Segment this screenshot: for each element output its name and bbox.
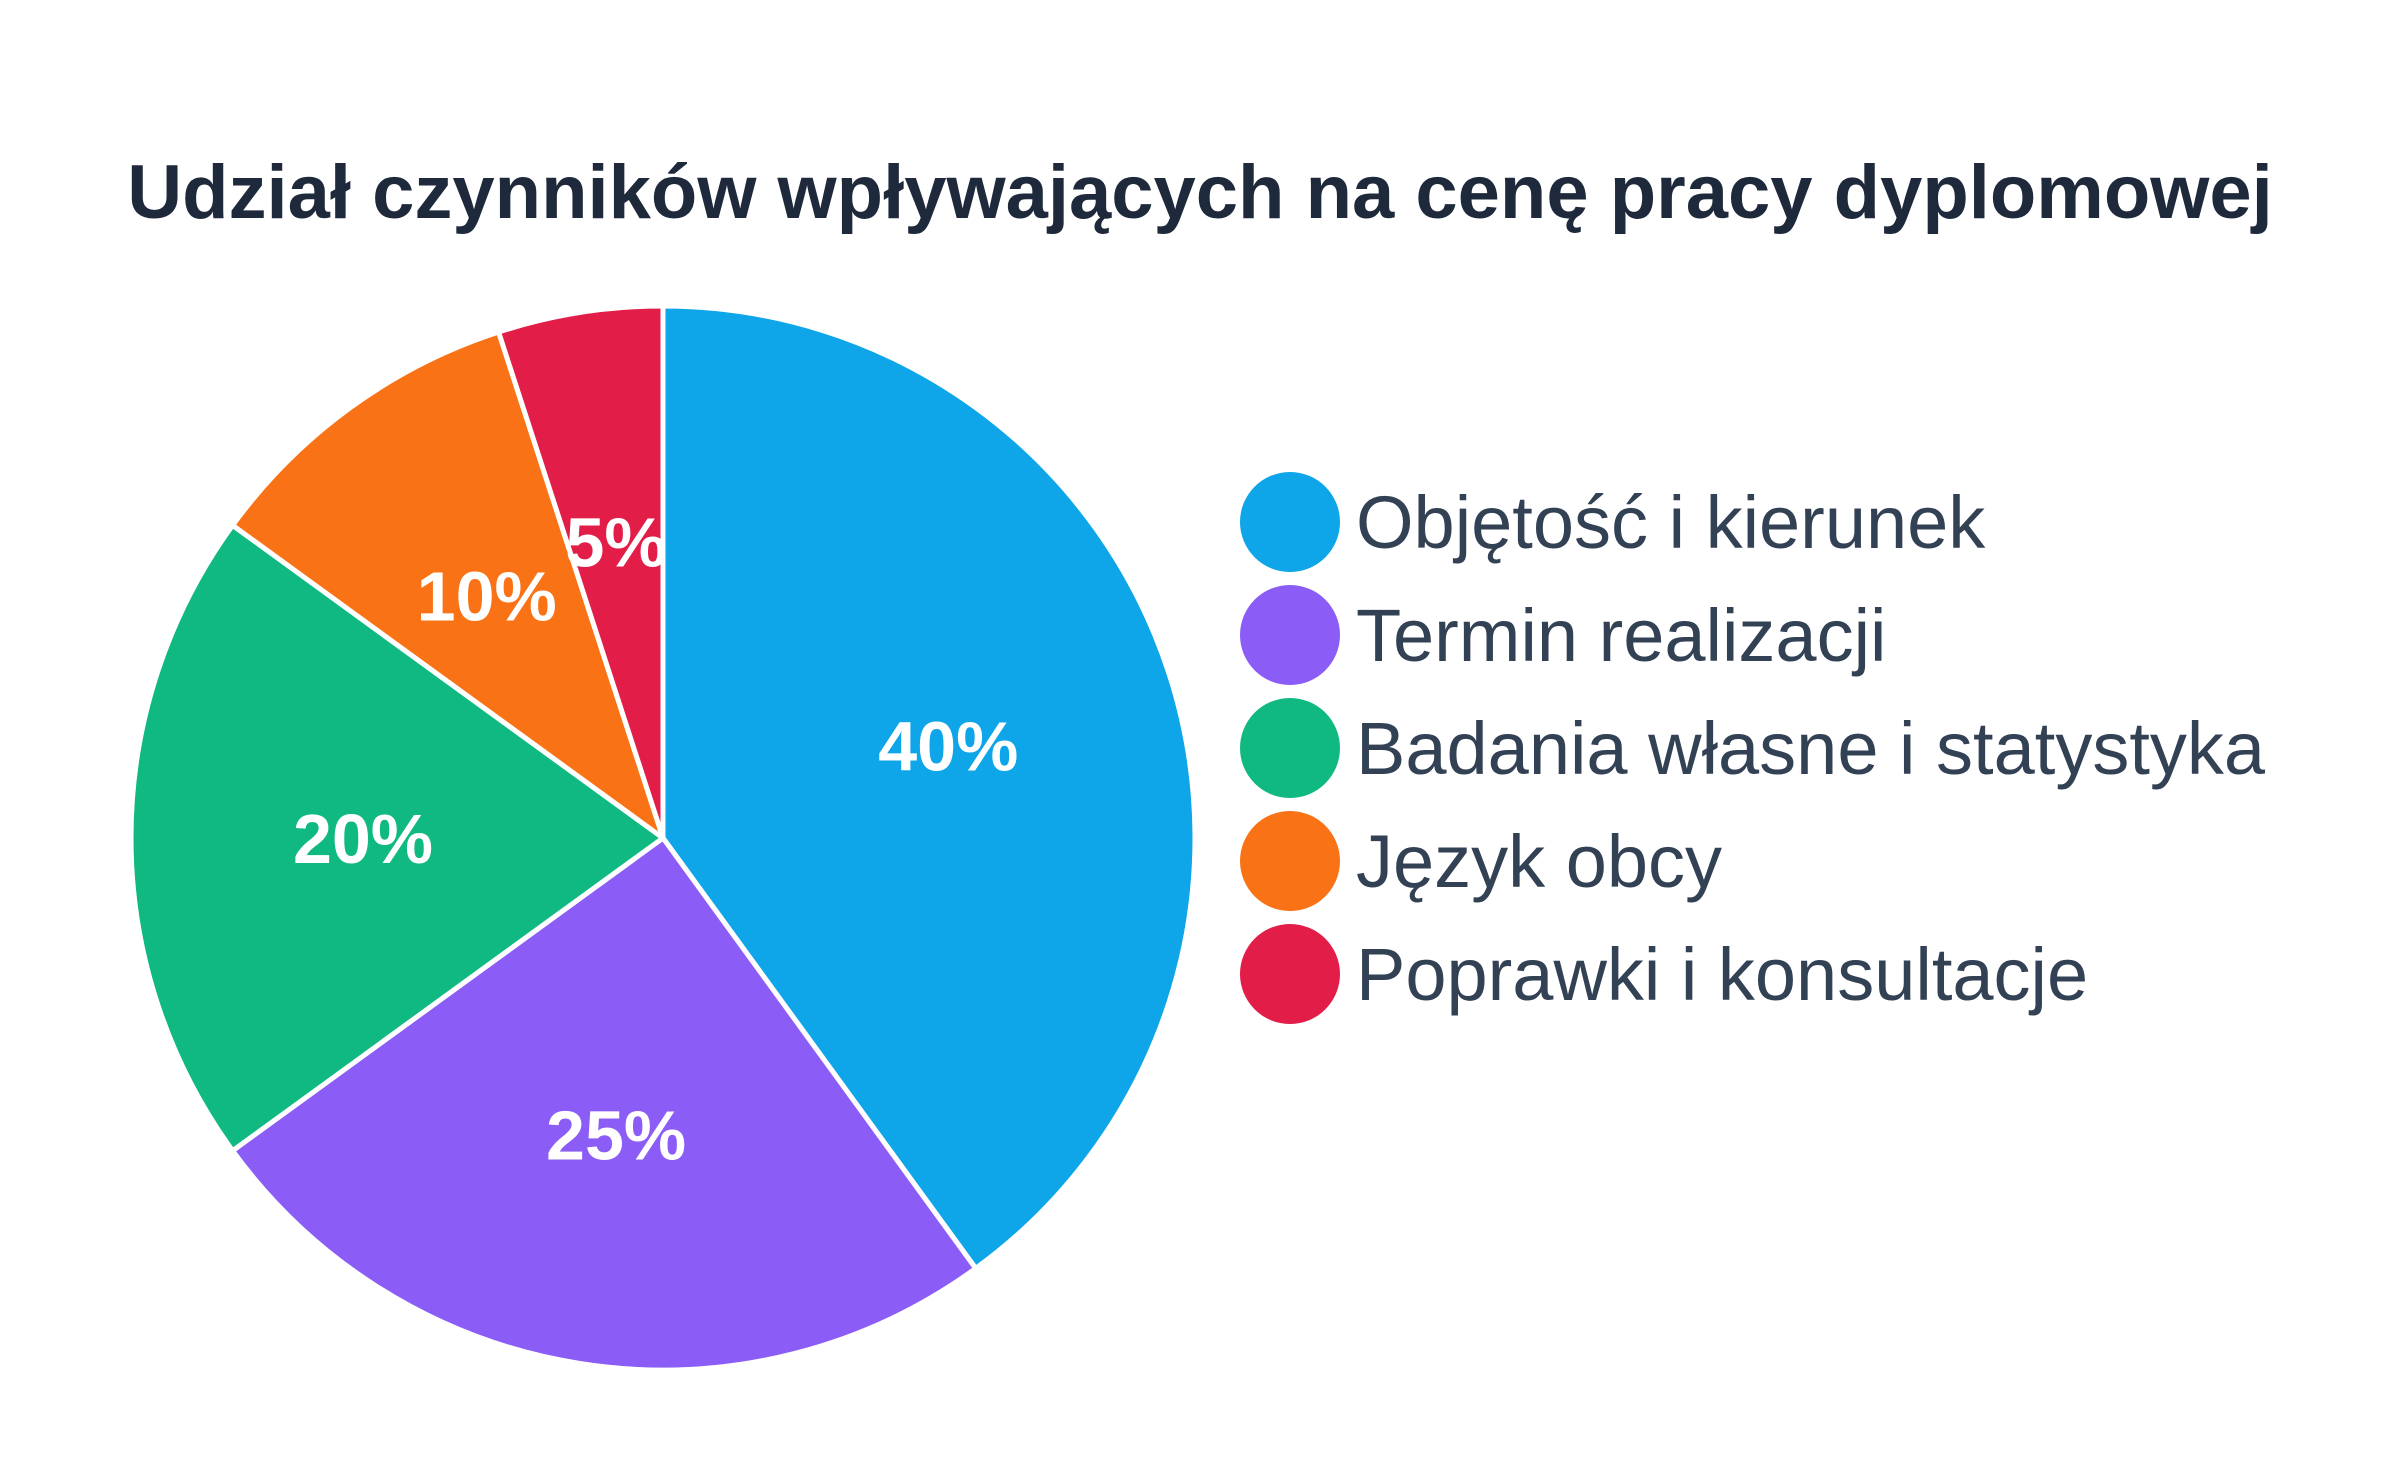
pie-slice-5 bbox=[496, 303, 666, 841]
slice-label-3: 20% bbox=[293, 800, 433, 878]
legend-label-3: Badania własne i statystyka bbox=[1356, 707, 2266, 790]
legend-label-5: Poprawki i konsultacje bbox=[1356, 933, 2088, 1016]
slice-label-2: 25% bbox=[546, 1096, 686, 1174]
pie-slice-1 bbox=[660, 303, 1198, 1271]
pie-slice-labels: 40% 25% 20% 10%5% bbox=[293, 504, 1018, 1175]
pie-slice-4 bbox=[230, 329, 666, 841]
slice-label-5: 5% bbox=[566, 504, 667, 582]
legend-label-2: Termin realizacji bbox=[1356, 594, 1886, 677]
legend-item-3: Badania własne i statystyka bbox=[1240, 698, 2266, 798]
slice-label-1: 40% bbox=[878, 707, 1018, 785]
legend-item-4: Język obcy bbox=[1240, 811, 1722, 911]
legend-item-5: Poprawki i konsultacje bbox=[1240, 924, 2088, 1024]
pie-slice-2 bbox=[230, 835, 979, 1373]
legend-swatch-5 bbox=[1240, 924, 1340, 1024]
legend: Objętość i kierunek Termin realizacji Bada… bbox=[1240, 472, 2266, 1024]
legend-item-1: Objętość i kierunek bbox=[1240, 472, 1986, 572]
slice-label-4: 10% bbox=[417, 557, 557, 635]
legend-swatch-1 bbox=[1240, 472, 1340, 572]
legend-label-1: Objętość i kierunek bbox=[1356, 481, 1986, 564]
legend-swatch-4 bbox=[1240, 811, 1340, 911]
legend-swatch-2 bbox=[1240, 585, 1340, 685]
chart-title: Udział czynników wpływających na cenę pr… bbox=[127, 150, 2273, 235]
pie-slice-3 bbox=[128, 522, 666, 1154]
pie-slices bbox=[128, 303, 1198, 1373]
legend-item-2: Termin realizacji bbox=[1240, 585, 1886, 685]
legend-swatch-3 bbox=[1240, 698, 1340, 798]
legend-label-4: Język obcy bbox=[1356, 820, 1722, 903]
